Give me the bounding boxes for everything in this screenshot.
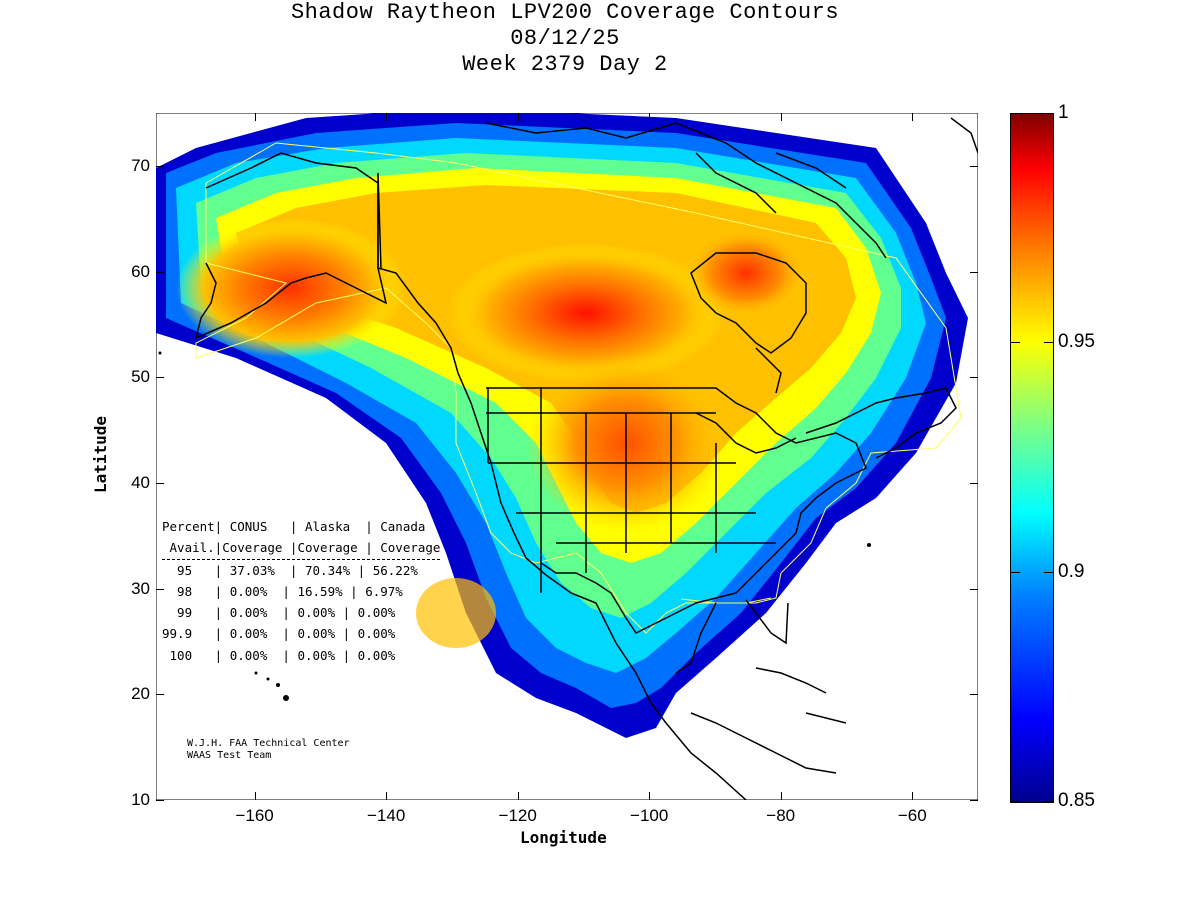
coverage-hotspots <box>176 218 806 648</box>
x-tick-label: −80 <box>766 806 796 825</box>
y-tick-mark <box>970 694 978 696</box>
y-tick-mark <box>156 377 164 379</box>
x-tick-label: −100 <box>630 806 669 825</box>
coverage-contour-map <box>156 113 978 800</box>
coastlines-and-borders <box>195 117 978 800</box>
y-tick-mark <box>970 482 978 484</box>
x-tick-label: −160 <box>235 806 274 825</box>
y-tick-mark <box>156 694 164 696</box>
x-tick-mark <box>780 113 782 121</box>
colorbar-tick-mark <box>1011 342 1020 344</box>
y-tick-mark <box>970 377 978 379</box>
y-tick-label: 50 <box>131 367 150 387</box>
y-tick-label: 40 <box>131 472 150 492</box>
stats-header-2: Avail.|Coverage |Coverage | Coverage <box>162 537 441 560</box>
islands <box>158 351 871 701</box>
x-tick-mark <box>649 792 651 800</box>
colorbar-tick-mark <box>1044 571 1053 573</box>
x-axis-label: Longitude <box>520 828 607 847</box>
colorbar-tick-mark <box>1011 113 1020 114</box>
x-tick-label: −120 <box>498 806 537 825</box>
x-tick-mark <box>386 792 388 800</box>
y-tick-mark <box>970 271 978 273</box>
stats-row: 98 | 0.00% | 16.59% | 6.97% <box>162 583 403 599</box>
x-tick-mark <box>386 113 388 121</box>
y-tick-mark <box>156 165 164 167</box>
y-tick-label: 20 <box>131 684 150 704</box>
credit-line-2: WAAS Test Team <box>187 750 272 761</box>
y-tick-label: 30 <box>131 578 150 598</box>
stats-row: 99 | 0.00% | 0.00% | 0.00% <box>162 605 396 621</box>
y-tick-label: 10 <box>131 790 150 809</box>
colorbar-tick-mark <box>1044 113 1053 114</box>
y-axis-label: Latitude <box>91 415 111 494</box>
y-tick-mark <box>970 800 978 801</box>
map-week-day: Week 2379 Day 2 <box>462 52 668 77</box>
colorbar-tick-mark <box>1044 801 1053 802</box>
y-tick-label: 60 <box>131 261 150 281</box>
service-boundary <box>195 142 962 634</box>
map-title: Shadow Raytheon LPV200 Coverage Contours <box>290 0 840 25</box>
coverage-stats-table: Percent| CONUS | Alaska | Canada Avail.|… <box>162 516 441 666</box>
x-tick-mark <box>780 792 782 800</box>
y-tick-mark <box>156 588 164 590</box>
y-tick-mark <box>156 271 164 273</box>
x-tick-label: −140 <box>367 806 406 825</box>
x-tick-mark <box>649 113 651 121</box>
y-tick-mark <box>156 482 164 484</box>
stats-header-1: Percent| CONUS | Alaska | Canada <box>162 519 426 534</box>
colorbar-tick-label: 1 <box>1058 102 1069 123</box>
x-tick-mark <box>912 113 914 121</box>
stats-row: 99.9 | 0.00% | 0.00% | 0.00% <box>162 626 396 642</box>
x-tick-mark <box>254 113 256 121</box>
y-tick-mark <box>156 800 164 801</box>
stats-row: 95 | 37.03% | 70.34% | 56.22% <box>162 562 418 578</box>
x-tick-mark <box>517 113 519 121</box>
colorbar <box>1010 113 1054 803</box>
stats-row: 100 | 0.00% | 0.00% | 0.00% <box>162 647 396 663</box>
x-tick-mark <box>517 792 519 800</box>
colorbar-tick-label: 0.95 <box>1058 331 1095 353</box>
x-tick-mark <box>254 792 256 800</box>
colorbar-tick-mark <box>1011 571 1020 573</box>
colorbar-tick-mark <box>1044 342 1053 344</box>
x-tick-mark <box>912 792 914 800</box>
y-tick-label: 70 <box>131 155 150 175</box>
map-date: 08/12/25 <box>510 26 620 51</box>
colorbar-tick-label: 0.9 <box>1058 560 1085 582</box>
colorbar-tick-label: 0.85 <box>1058 790 1095 811</box>
colorbar-tick-mark <box>1011 801 1020 802</box>
x-tick-label: −60 <box>897 806 927 825</box>
y-tick-mark <box>970 165 978 167</box>
credit-line-1: W.J.H. FAA Technical Center <box>187 738 350 749</box>
y-tick-mark <box>970 588 978 590</box>
credit-text: W.J.H. FAA Technical Center WAAS Test Te… <box>187 738 350 762</box>
us-state-borders <box>486 387 776 593</box>
